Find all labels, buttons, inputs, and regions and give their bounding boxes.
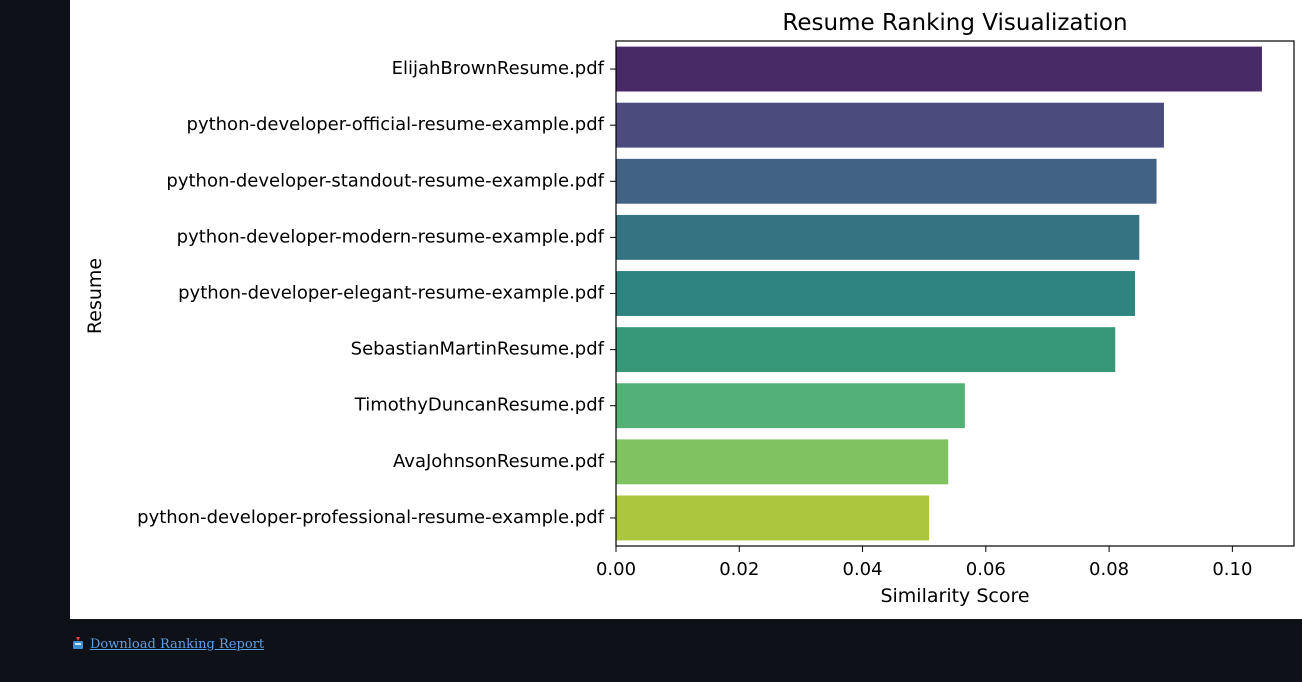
y-tick-label: python-developer-elegant-resume-example.… — [178, 283, 605, 304]
y-tick-label: python-developer-professional-resume-exa… — [137, 507, 605, 528]
y-tick-label: SebastianMartinResume.pdf — [351, 339, 605, 360]
bar — [616, 439, 949, 485]
inbox-tray-icon — [72, 637, 84, 649]
bar — [616, 383, 965, 429]
bar — [616, 214, 1140, 260]
y-axis-label: Resume — [84, 258, 106, 334]
y-ticks: ElijahBrownResume.pdf python-developer-of… — [137, 58, 616, 528]
bars-layer — [616, 46, 1262, 541]
bar — [616, 158, 1157, 204]
bar — [616, 495, 930, 541]
plot-frame — [615, 40, 1295, 547]
x-tick-label: 0.00 — [596, 559, 636, 580]
y-tick-label: AvaJohnsonResume.pdf — [393, 451, 605, 472]
bar — [616, 46, 1262, 92]
x-tick-label: 0.08 — [1089, 559, 1129, 580]
y-tick-label: python-developer-modern-resume-example.p… — [177, 226, 605, 247]
x-ticks: 0.00 0.02 0.04 0.06 0.08 0.10 — [596, 546, 1252, 580]
x-tick-label: 0.10 — [1212, 559, 1252, 580]
bar — [616, 102, 1164, 148]
x-tick-label: 0.06 — [966, 559, 1006, 580]
y-tick-label: ElijahBrownResume.pdf — [392, 58, 605, 79]
y-tick-label: python-developer-official-resume-example… — [187, 114, 605, 135]
download-report-link[interactable]: Download Ranking Report — [72, 635, 264, 655]
download-report-label: Download Ranking Report — [90, 637, 265, 652]
y-tick-label: python-developer-standout-resume-example… — [166, 170, 604, 191]
x-tick-label: 0.02 — [719, 559, 759, 580]
y-tick-label: TimothyDuncanResume.pdf — [354, 395, 605, 416]
x-axis-label: Similarity Score — [880, 585, 1029, 607]
bar-chart: Resume Ranking Visualization Resume Simi… — [84, 10, 1295, 607]
chart-title: Resume Ranking Visualization — [782, 10, 1127, 36]
x-tick-label: 0.04 — [843, 559, 883, 580]
bar — [616, 271, 1135, 316]
chart-panel: Resume Ranking Visualization Resume Simi… — [70, 0, 1302, 619]
bar — [616, 327, 1116, 373]
